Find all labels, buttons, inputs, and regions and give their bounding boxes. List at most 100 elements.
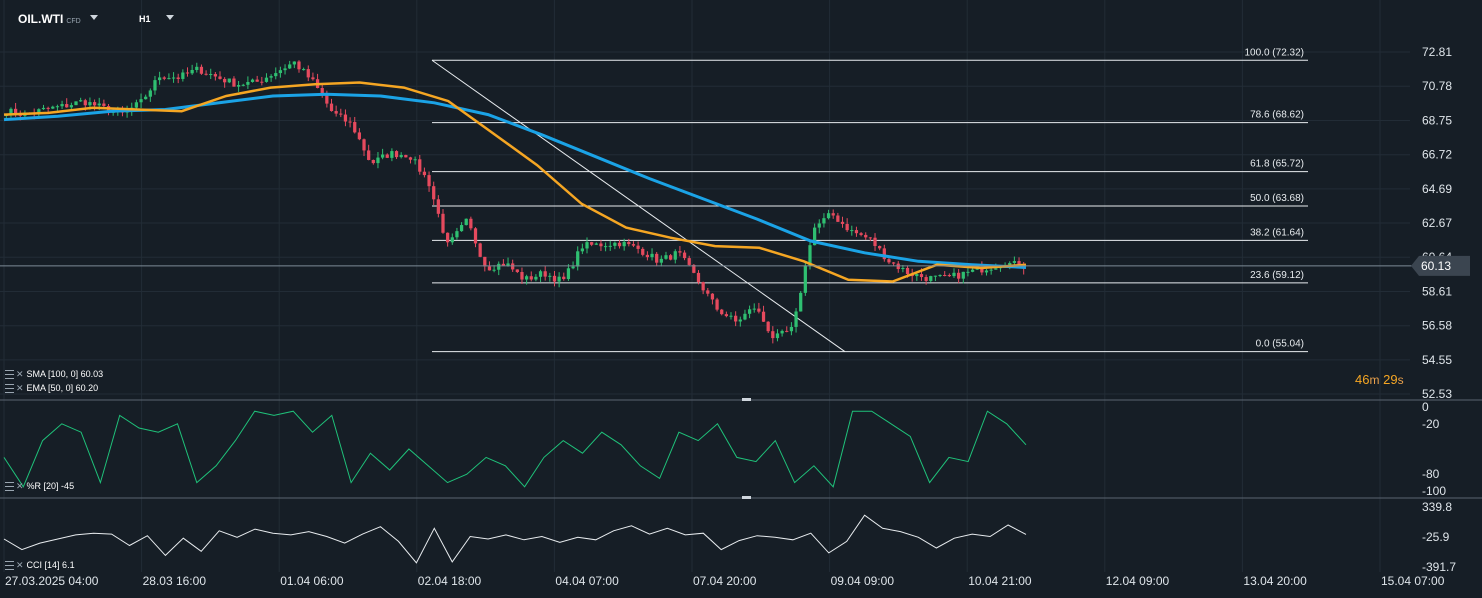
candle-body xyxy=(506,263,510,266)
candle-body xyxy=(524,276,529,280)
candle-body xyxy=(292,61,296,65)
wr-remove-icon[interactable]: ✕ xyxy=(16,481,24,491)
candle-body xyxy=(970,269,975,272)
candle-body xyxy=(752,308,756,310)
candle-body xyxy=(747,309,752,314)
symbol-dropdown-icon[interactable] xyxy=(90,15,98,20)
price-axis-tick-label: 62.67 xyxy=(1422,216,1452,230)
candle-body xyxy=(371,159,375,164)
candle-body xyxy=(83,100,87,106)
cci-axis-tick-label: -25.9 xyxy=(1422,530,1450,544)
wr-settings-icon[interactable] xyxy=(5,482,14,492)
candle-body xyxy=(41,107,46,110)
candle-body xyxy=(436,199,440,214)
wr-axis-tick-label: -20 xyxy=(1422,417,1440,431)
timeframe-selector[interactable]: H1 xyxy=(139,14,151,24)
candle-body xyxy=(427,175,431,187)
candle-body xyxy=(227,78,231,83)
candle-body xyxy=(492,269,496,271)
cci-remove-icon[interactable]: ✕ xyxy=(16,560,24,570)
candle-body xyxy=(933,275,938,277)
candle-body xyxy=(641,248,645,255)
candle-body xyxy=(882,248,886,260)
candle-body xyxy=(362,139,366,151)
candle-body xyxy=(162,77,166,79)
countdown-seconds-unit: s xyxy=(1397,373,1404,387)
candle-body xyxy=(171,77,176,79)
candle-body xyxy=(520,272,524,280)
candle-body xyxy=(957,272,961,279)
candle-body xyxy=(483,256,487,267)
candle-body xyxy=(390,151,394,158)
candle-body xyxy=(761,311,766,322)
candle-body xyxy=(497,263,501,270)
candle-body xyxy=(710,293,715,300)
candle-body xyxy=(418,159,422,172)
candle-body xyxy=(422,171,427,176)
candle-body xyxy=(380,154,385,158)
candle-body xyxy=(617,242,622,247)
candle-body xyxy=(329,103,334,112)
candle-body xyxy=(929,276,933,281)
candle-body xyxy=(766,321,770,332)
candle-body xyxy=(878,246,882,249)
candle-body xyxy=(650,253,654,258)
price-axis-tick-label: 66.72 xyxy=(1422,148,1452,162)
fibonacci-level-label: 38.2 (61.64) xyxy=(1250,227,1304,238)
candle-body xyxy=(984,270,989,273)
candle-body xyxy=(826,213,831,219)
candle-body xyxy=(655,253,659,263)
candle-body xyxy=(469,218,473,229)
candle-body xyxy=(864,234,868,238)
timeframe-dropdown-icon[interactable] xyxy=(166,15,174,20)
countdown-seconds: 29 xyxy=(1383,372,1398,387)
candle-body xyxy=(734,315,738,322)
candle-body xyxy=(868,237,873,239)
cci-settings-icon[interactable] xyxy=(5,561,14,571)
candle-body xyxy=(213,74,217,77)
candle-body xyxy=(464,218,468,226)
candle-body xyxy=(190,69,194,74)
candle-body xyxy=(357,132,362,140)
candle-body xyxy=(88,102,92,106)
cci-line xyxy=(3,514,1027,564)
x-axis-tick-label: 12.04 09:00 xyxy=(1106,574,1170,588)
sma-legend-label: SMA [100, 0] 60.03 xyxy=(26,369,104,379)
candle-body xyxy=(297,61,301,70)
candle-body xyxy=(548,275,552,277)
candle-body xyxy=(901,267,905,270)
ema-settings-icon[interactable] xyxy=(5,384,14,394)
candle-body xyxy=(459,225,464,232)
sma-settings-icon[interactable] xyxy=(5,370,14,380)
candle-body xyxy=(538,271,543,277)
candle-body xyxy=(659,258,663,263)
pane-resize-handle xyxy=(742,398,751,401)
candle-body xyxy=(367,150,371,160)
chart-toolbar: OIL.WTI CFD H1 xyxy=(0,0,1410,36)
candle-body xyxy=(943,274,947,276)
candle-body xyxy=(176,77,180,79)
fibonacci-level-label: 0.0 (55.04) xyxy=(1256,339,1304,350)
candle-body xyxy=(915,274,919,277)
candle-body xyxy=(608,245,612,247)
candle-body xyxy=(622,241,626,247)
x-axis-tick-label: 01.04 06:00 xyxy=(280,574,344,588)
candle-body xyxy=(264,77,269,82)
candle-body xyxy=(376,157,380,164)
candle-body xyxy=(157,77,162,81)
sma-remove-icon[interactable]: ✕ xyxy=(16,369,24,379)
fibonacci-level-label: 78.6 (68.62) xyxy=(1250,110,1304,121)
candle-body xyxy=(919,274,924,278)
symbol-selector[interactable]: OIL.WTI CFD xyxy=(18,12,81,26)
candle-body xyxy=(673,251,677,260)
candle-body xyxy=(274,73,278,77)
candle-body xyxy=(799,292,803,312)
candle-body xyxy=(682,252,687,259)
candle-body xyxy=(585,242,589,249)
candle-body xyxy=(534,276,538,280)
ema-remove-icon[interactable]: ✕ xyxy=(16,383,24,393)
x-axis-tick-label: 07.04 20:00 xyxy=(693,574,757,588)
candle-body xyxy=(325,95,329,104)
cci-legend-label: CCI [14] 6.1 xyxy=(26,560,75,570)
